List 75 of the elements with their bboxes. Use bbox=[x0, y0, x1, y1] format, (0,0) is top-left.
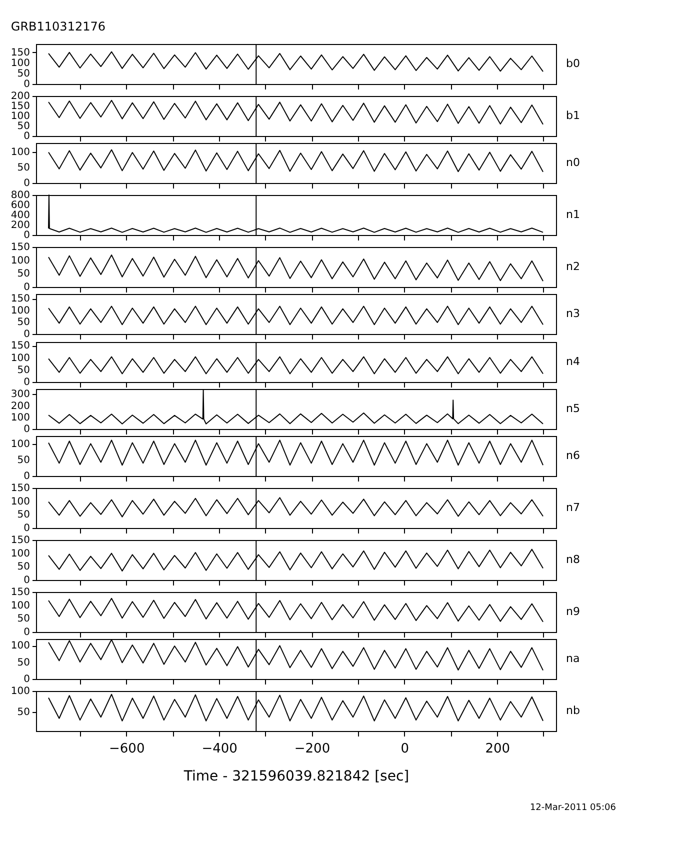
y-tick-label: 150 bbox=[10, 587, 30, 598]
y-tick-label: 100 bbox=[10, 255, 30, 266]
text: n7 bbox=[566, 501, 580, 514]
y-tick-label: 150 bbox=[10, 340, 30, 352]
y-tick-label: 50 bbox=[17, 657, 30, 668]
y-tick-label: 0 bbox=[24, 79, 30, 90]
y-tick-label: 100 bbox=[10, 686, 30, 697]
y-tick-label: 400 bbox=[10, 210, 30, 221]
y-tick-label: 150 bbox=[10, 294, 30, 305]
y-tick-label: 50 bbox=[17, 614, 30, 625]
y-tick-label: 100 bbox=[10, 111, 30, 122]
text: n4 bbox=[566, 355, 580, 368]
y-tick-label: 50 bbox=[17, 707, 30, 718]
y-tick-label: 0 bbox=[24, 575, 30, 586]
text: n9 bbox=[566, 605, 580, 618]
y-tick-label: 0 bbox=[24, 424, 30, 435]
y-tick-label: 100 bbox=[10, 439, 30, 450]
y-tick-label: 100 bbox=[10, 147, 30, 158]
y-tick-label: 800 bbox=[10, 190, 30, 201]
y-tick-label: 200 bbox=[10, 220, 30, 231]
y-tick-label: 50 bbox=[17, 121, 30, 132]
text: n6 bbox=[566, 449, 580, 462]
x-tick-label: −600 bbox=[109, 742, 145, 756]
y-tick-label: 200 bbox=[10, 400, 30, 412]
y-tick-label: 600 bbox=[10, 200, 30, 211]
text: nb bbox=[566, 704, 580, 717]
y-tick-label: 100 bbox=[10, 412, 30, 424]
y-tick-label: 0 bbox=[24, 329, 30, 340]
text: b1 bbox=[566, 109, 580, 122]
text: n0 bbox=[566, 156, 580, 169]
y-tick-label: 150 bbox=[10, 483, 30, 494]
y-tick-label: 150 bbox=[10, 101, 30, 112]
y-tick-label: 100 bbox=[10, 548, 30, 560]
text: b0 bbox=[566, 57, 580, 70]
y-tick-label: 0 bbox=[24, 230, 30, 241]
y-tick-label: 0 bbox=[24, 377, 30, 388]
text: na bbox=[566, 652, 580, 665]
x-axis-title: Time - 321596039.821842 [sec] bbox=[182, 768, 410, 784]
y-tick-label: 50 bbox=[17, 68, 30, 80]
y-tick-label: 150 bbox=[10, 47, 30, 58]
y-tick-label: 50 bbox=[17, 162, 30, 174]
text: n5 bbox=[566, 402, 580, 415]
y-tick-label: 100 bbox=[10, 305, 30, 316]
y-tick-label: 100 bbox=[10, 58, 30, 69]
text: n2 bbox=[566, 260, 580, 273]
y-tick-label: 100 bbox=[10, 640, 30, 652]
text: 12-Mar-2011 05:06 bbox=[530, 803, 616, 813]
text: n1 bbox=[566, 208, 580, 221]
y-tick-label: 50 bbox=[17, 317, 30, 328]
y-tick-label: 0 bbox=[24, 523, 30, 534]
y-tick-label: 150 bbox=[10, 535, 30, 546]
x-tick-label: 0 bbox=[400, 742, 410, 756]
y-tick-label: 100 bbox=[10, 496, 30, 508]
text: n3 bbox=[566, 307, 580, 320]
y-tick-label: 0 bbox=[24, 178, 30, 189]
y-tick-label: 150 bbox=[10, 242, 30, 253]
text: n8 bbox=[566, 553, 580, 566]
chart-title: GRB110312176 bbox=[10, 20, 106, 34]
x-tick-label: 200 bbox=[485, 742, 510, 756]
y-tick-label: 0 bbox=[24, 131, 30, 142]
x-tick-label: −200 bbox=[294, 742, 330, 756]
y-tick-label: 100 bbox=[10, 352, 30, 364]
y-tick-label: 50 bbox=[17, 455, 30, 466]
x-tick-label: −400 bbox=[202, 742, 238, 756]
y-tick-label: 100 bbox=[10, 600, 30, 612]
y-tick-label: 50 bbox=[17, 364, 30, 376]
y-tick-label: 50 bbox=[17, 510, 30, 521]
y-tick-label: 50 bbox=[17, 268, 30, 280]
y-tick-label: 300 bbox=[10, 389, 30, 400]
y-tick-label: 0 bbox=[24, 674, 30, 685]
y-tick-label: 0 bbox=[24, 627, 30, 638]
y-tick-label: 0 bbox=[24, 471, 30, 482]
y-tick-label: 0 bbox=[24, 282, 30, 293]
y-tick-label: 50 bbox=[17, 562, 30, 573]
y-tick-label: 200 bbox=[10, 91, 30, 102]
